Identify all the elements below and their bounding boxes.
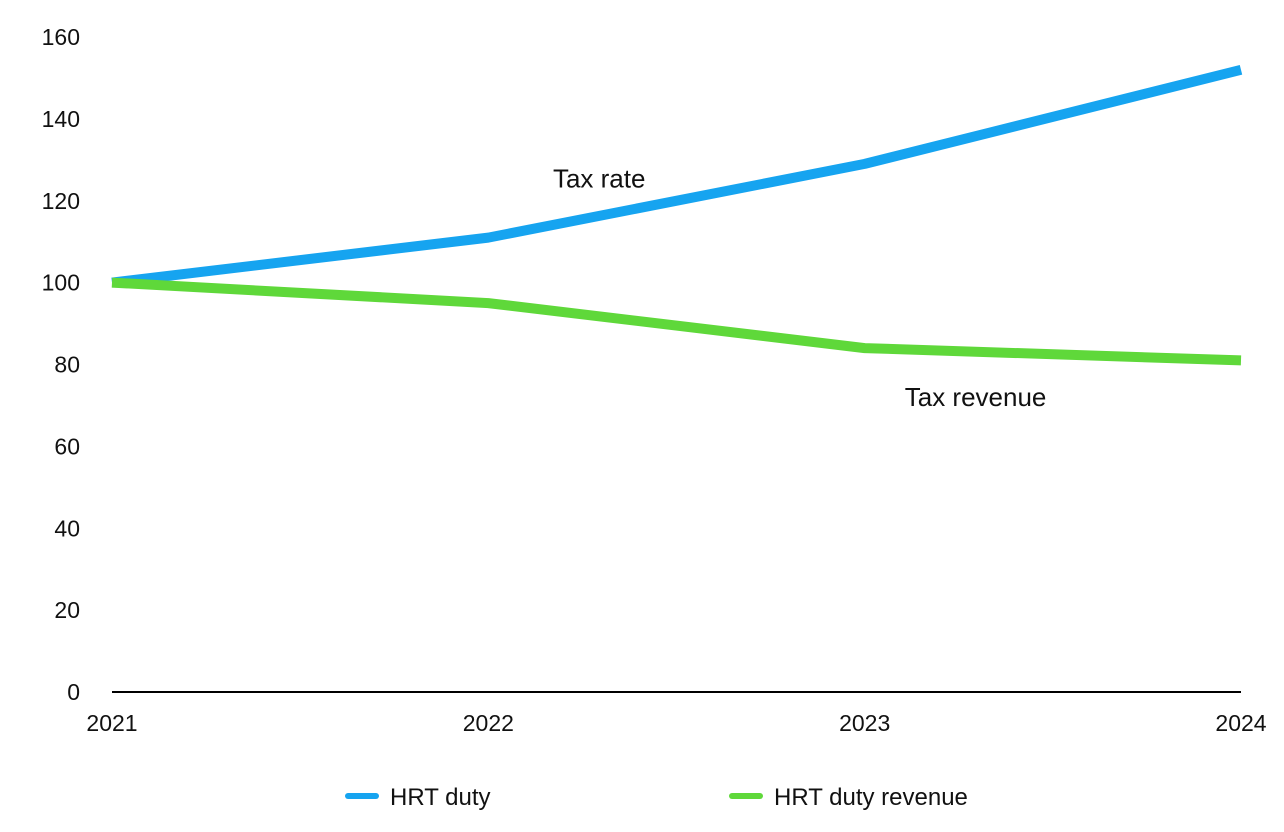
- legend-label: HRT duty: [390, 784, 491, 811]
- legend: HRT duty HRT duty revenue: [345, 784, 968, 811]
- y-axis: 0 20 40 60 80 100 120 140 160: [42, 24, 80, 705]
- x-tick-label: 2024: [1215, 710, 1266, 736]
- annotation-label: Tax revenue: [905, 382, 1047, 412]
- series-line-2: [111, 277, 1242, 366]
- y-tick-label: 160: [42, 24, 80, 50]
- y-tick-label: 20: [54, 597, 80, 623]
- series-lines: [111, 64, 1243, 366]
- y-tick-label: 80: [54, 352, 80, 378]
- y-tick-label: 120: [42, 188, 80, 214]
- legend-label: HRT duty revenue: [774, 784, 968, 811]
- y-tick-label: 0: [67, 679, 80, 705]
- y-tick-label: 140: [42, 106, 80, 132]
- x-axis: 2021 2022 2023 2024: [86, 710, 1266, 736]
- y-tick-label: 40: [54, 515, 80, 541]
- y-tick-label: 60: [54, 433, 80, 459]
- series-line-1: [111, 64, 1243, 288]
- y-tick-label: 100: [42, 270, 80, 296]
- annotations: Tax rate Tax revenue: [553, 163, 1046, 411]
- annotation-label: Tax rate: [553, 163, 646, 193]
- x-tick-label: 2021: [86, 710, 137, 736]
- x-tick-label: 2023: [839, 710, 890, 736]
- x-tick-label: 2022: [463, 710, 514, 736]
